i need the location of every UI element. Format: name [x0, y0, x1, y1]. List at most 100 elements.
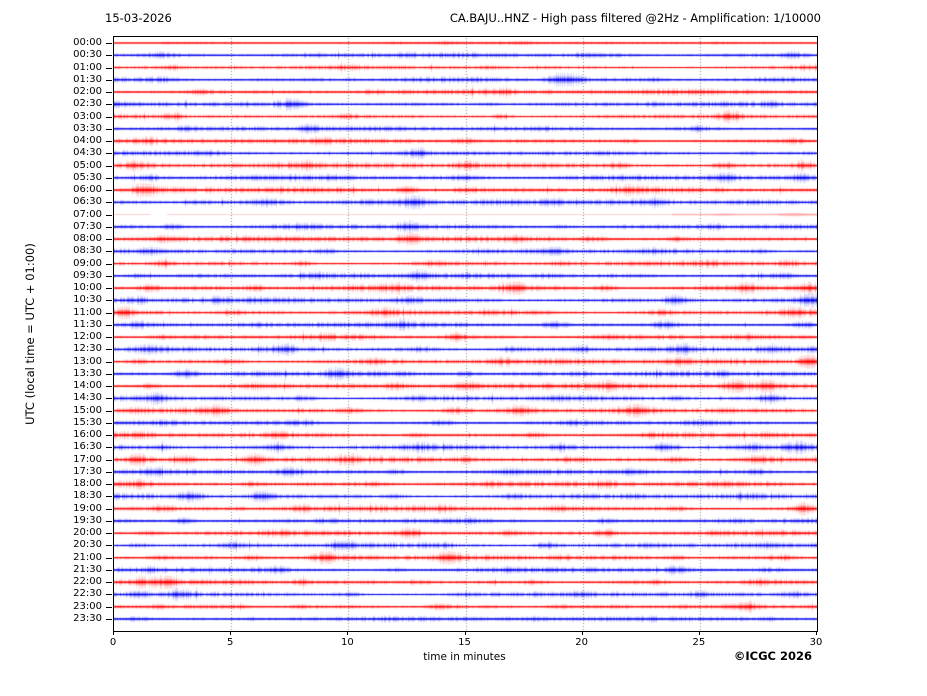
y-tick-label: 00:30 — [73, 49, 102, 61]
y-tick — [106, 446, 112, 448]
y-tick — [106, 79, 112, 81]
y-tick — [106, 336, 112, 338]
y-tick-label: 14:30 — [73, 392, 102, 404]
y-tick-label: 09:30 — [73, 269, 102, 281]
y-tick — [106, 459, 112, 461]
y-tick — [106, 471, 112, 473]
y-tick-label: 14:00 — [73, 380, 102, 392]
y-tick — [106, 434, 112, 436]
y-tick-label: 23:00 — [73, 600, 102, 612]
y-tick — [106, 165, 112, 167]
y-tick — [106, 495, 112, 497]
y-tick — [106, 422, 112, 424]
y-tick-label: 10:30 — [73, 294, 102, 306]
y-tick-label: 11:00 — [73, 306, 102, 318]
y-tick — [106, 544, 112, 546]
y-tick-label: 16:30 — [73, 441, 102, 453]
y-tick-label: 03:00 — [73, 110, 102, 122]
y-tick — [106, 606, 112, 608]
y-tick-label: 23:30 — [73, 613, 102, 624]
x-tick — [581, 631, 583, 635]
y-tick — [106, 177, 112, 179]
y-tick-label: 13:30 — [73, 367, 102, 379]
x-tick — [112, 631, 114, 635]
y-tick-label: 07:30 — [73, 220, 102, 232]
copyright-label: ©ICGC 2026 — [733, 649, 812, 663]
y-tick-label: 04:00 — [73, 135, 102, 147]
x-axis-label: time in minutes — [423, 651, 506, 663]
y-tick-label: 08:00 — [73, 233, 102, 245]
y-tick — [106, 324, 112, 326]
y-tick-label: 06:00 — [73, 184, 102, 196]
y-tick-label: 13:00 — [73, 355, 102, 367]
x-tick-label: 0 — [109, 637, 117, 648]
y-tick — [106, 201, 112, 203]
y-tick — [106, 581, 112, 583]
y-tick-label: 17:30 — [73, 465, 102, 477]
y-tick-label: 19:30 — [73, 514, 102, 526]
y-tick — [106, 299, 112, 301]
y-tick — [106, 140, 112, 142]
x-tick — [346, 631, 348, 635]
x-tick — [464, 631, 466, 635]
y-tick — [106, 238, 112, 240]
y-tick-label: 21:00 — [73, 551, 102, 563]
y-tick-label: 19:00 — [73, 502, 102, 514]
y-tick-label: 22:00 — [73, 576, 102, 588]
y-tick-label: 04:30 — [73, 147, 102, 159]
y-tick-label: 16:00 — [73, 429, 102, 441]
y-tick-label: 07:00 — [73, 208, 102, 220]
y-tick — [106, 348, 112, 350]
y-tick — [106, 214, 112, 216]
y-tick-label: 10:00 — [73, 282, 102, 294]
y-tick-label: 17:00 — [73, 453, 102, 465]
x-tick — [815, 631, 817, 635]
y-tick — [106, 508, 112, 510]
y-tick — [106, 569, 112, 571]
y-tick — [106, 287, 112, 289]
y-tick — [106, 91, 112, 93]
y-tick — [106, 557, 112, 559]
y-tick-label: 05:00 — [73, 159, 102, 171]
y-axis-label: UTC (local time = UTC + 01:00) — [23, 243, 37, 425]
plot-area — [113, 36, 818, 632]
y-tick-label: 15:00 — [73, 404, 102, 416]
y-tick-label: 08:30 — [73, 245, 102, 257]
y-tick-label: 01:30 — [73, 73, 102, 85]
y-tick — [106, 250, 112, 252]
y-tick-label: 20:30 — [73, 539, 102, 551]
y-tick — [106, 397, 112, 399]
y-tick — [106, 226, 112, 228]
y-tick — [106, 483, 112, 485]
x-tick-label: 15 — [458, 637, 471, 648]
y-tick — [106, 520, 112, 522]
x-tick-label: 10 — [340, 637, 354, 648]
chart-title: CA.BAJU..HNZ - High pass filtered @2Hz -… — [449, 11, 821, 25]
y-tick — [106, 152, 112, 154]
y-tick — [106, 385, 112, 387]
x-tick-label: 30 — [809, 637, 823, 648]
y-tick — [106, 593, 112, 595]
y-tick-label: 18:00 — [73, 478, 102, 490]
y-tick-label: 11:30 — [73, 318, 102, 330]
y-tick-label: 15:30 — [73, 416, 102, 428]
y-tick — [106, 42, 112, 44]
y-tick — [106, 103, 112, 105]
y-tick-label: 18:30 — [73, 490, 102, 502]
y-tick — [106, 410, 112, 412]
y-tick — [106, 116, 112, 118]
y-tick-label: 01:00 — [73, 61, 102, 73]
x-tick — [698, 631, 700, 635]
y-tick — [106, 312, 112, 314]
y-tick-label: 00:00 — [73, 37, 102, 48]
y-tick-label: 03:30 — [73, 122, 102, 134]
y-tick-label: 21:30 — [73, 563, 102, 575]
y-tick — [106, 67, 112, 69]
y-tick-label: 02:30 — [73, 98, 102, 110]
x-tick-label: 20 — [575, 637, 589, 648]
y-tick-label: 12:00 — [73, 331, 102, 343]
date-label: 15-03-2026 — [105, 11, 172, 25]
y-tick — [106, 128, 112, 130]
x-tick-label: 5 — [226, 637, 234, 648]
